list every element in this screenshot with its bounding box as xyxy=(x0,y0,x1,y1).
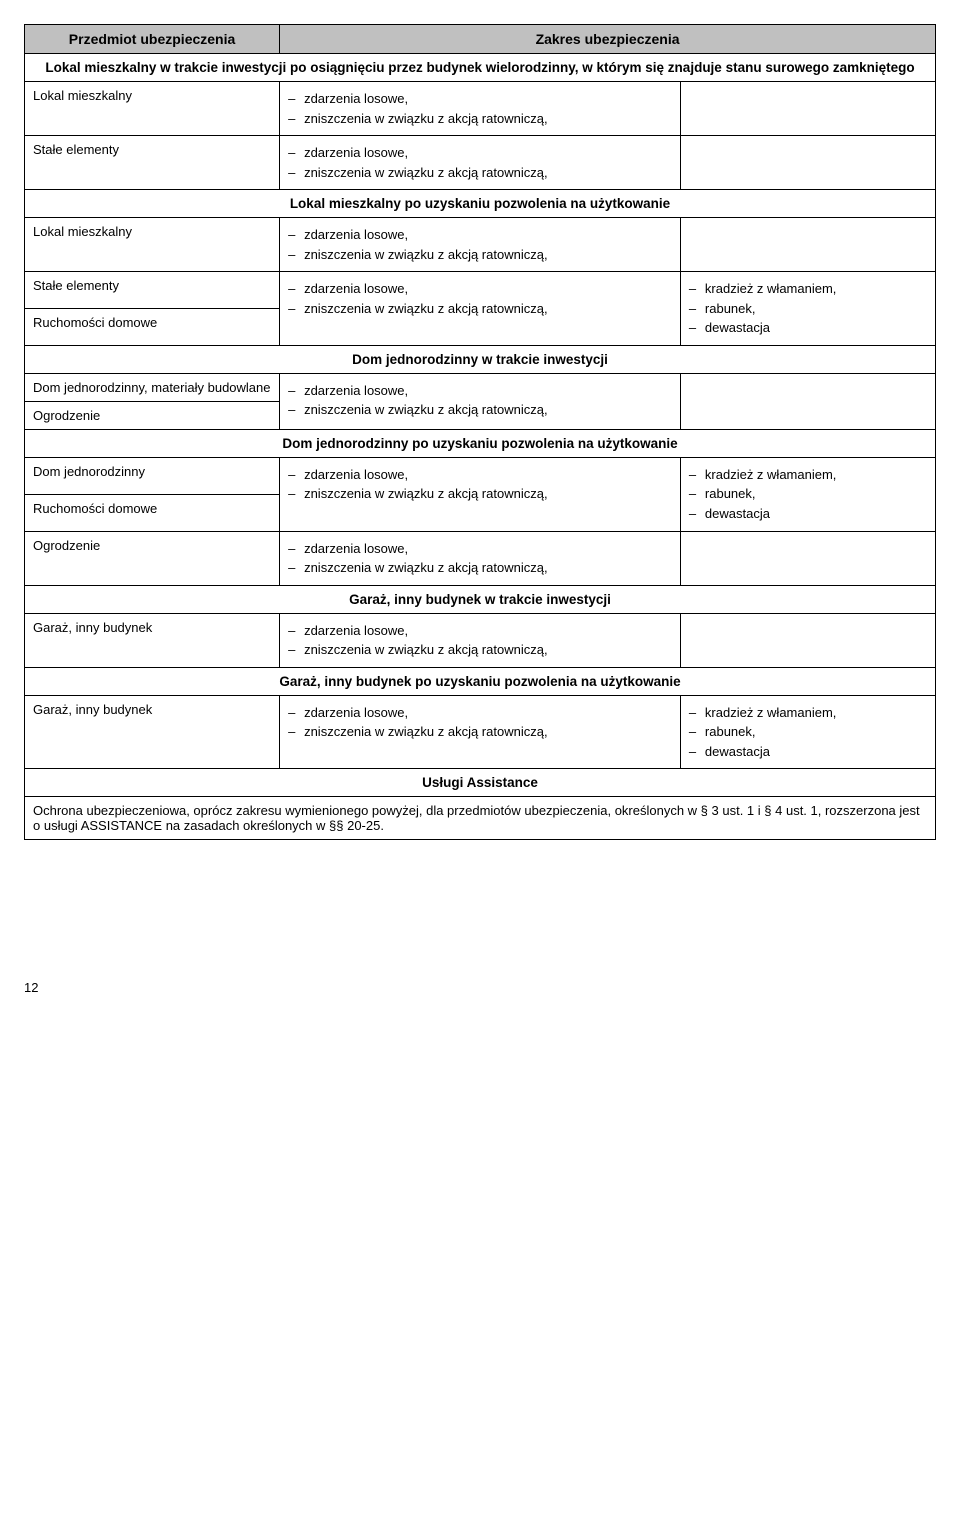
section-4: Dom jednorodzinny po uzyskaniu pozwoleni… xyxy=(25,429,936,457)
bullet: zniszczenia w związku z akcją ratowniczą… xyxy=(288,723,672,741)
extra-cell xyxy=(680,613,935,667)
bullet: dewastacja xyxy=(689,505,927,523)
section-6: Garaż, inny budynek po uzyskaniu pozwole… xyxy=(25,667,936,695)
extra-cell: kradzież z włamaniem, rabunek, dewastacj… xyxy=(680,272,935,346)
insurance-table: Przedmiot ubezpieczenia Zakres ubezpiecz… xyxy=(24,24,936,840)
extra-cell: kradzież z włamaniem, rabunek, dewastacj… xyxy=(680,457,935,531)
subject-garaz: Garaż, inny budynek xyxy=(25,613,280,667)
bullet: rabunek, xyxy=(689,300,927,318)
scope-cell: zdarzenia losowe, zniszczenia w związku … xyxy=(280,457,681,531)
scope-cell: zdarzenia losowe, zniszczenia w związku … xyxy=(280,373,681,429)
subject-stale: Stałe elementy xyxy=(25,136,280,190)
subject-ruchom: Ruchomości domowe xyxy=(25,309,280,346)
scope-cell: zdarzenia losowe, zniszczenia w związku … xyxy=(280,531,681,585)
subject-ogrodzenie: Ogrodzenie xyxy=(25,531,280,585)
subject-lokal: Lokal mieszkalny xyxy=(25,82,280,136)
subject-lokal: Lokal mieszkalny xyxy=(25,218,280,272)
bullet: dewastacja xyxy=(689,319,927,337)
extra-cell xyxy=(680,218,935,272)
subject-dom: Dom jednorodzinny xyxy=(25,457,280,494)
bullet: zdarzenia losowe, xyxy=(288,704,672,722)
extra-cell xyxy=(680,136,935,190)
page-number: 12 xyxy=(24,980,936,995)
bullet: zniszczenia w związku z akcją ratowniczą… xyxy=(288,641,672,659)
bullet: kradzież z włamaniem, xyxy=(689,466,927,484)
section-1: Lokal mieszkalny w trakcie inwestycji po… xyxy=(25,54,936,82)
bullet: zdarzenia losowe, xyxy=(288,382,672,400)
bullet: zdarzenia losowe, xyxy=(288,226,672,244)
extra-cell xyxy=(680,373,935,429)
footer-text: Ochrona ubezpieczeniowa, oprócz zakresu … xyxy=(25,797,936,840)
section-2: Lokal mieszkalny po uzyskaniu pozwolenia… xyxy=(25,190,936,218)
bullet: zniszczenia w związku z akcją ratowniczą… xyxy=(288,246,672,264)
scope-cell: zdarzenia losowe, zniszczenia w związku … xyxy=(280,82,681,136)
section-5: Garaż, inny budynek w trakcie inwestycji xyxy=(25,585,936,613)
bullet: kradzież z włamaniem, xyxy=(689,704,927,722)
bullet: zniszczenia w związku z akcją ratowniczą… xyxy=(288,485,672,503)
bullet: rabunek, xyxy=(689,723,927,741)
extra-cell: kradzież z włamaniem, rabunek, dewastacj… xyxy=(680,695,935,769)
bullet: zdarzenia losowe, xyxy=(288,280,672,298)
subject-stale: Stałe elementy xyxy=(25,272,280,309)
subject-ogrodzenie: Ogrodzenie xyxy=(25,401,280,429)
bullet: dewastacja xyxy=(689,743,927,761)
subject-ruchom: Ruchomości domowe xyxy=(25,494,280,531)
bullet: rabunek, xyxy=(689,485,927,503)
bullet: zniszczenia w związku z akcją ratowniczą… xyxy=(288,559,672,577)
bullet: zniszczenia w związku z akcją ratowniczą… xyxy=(288,164,672,182)
bullet: zniszczenia w związku z akcją ratowniczą… xyxy=(288,110,672,128)
scope-cell: zdarzenia losowe, zniszczenia w związku … xyxy=(280,613,681,667)
bullet: zniszczenia w związku z akcją ratowniczą… xyxy=(288,300,672,318)
bullet: kradzież z włamaniem, xyxy=(689,280,927,298)
bullet: zdarzenia losowe, xyxy=(288,622,672,640)
subject-garaz: Garaż, inny budynek xyxy=(25,695,280,769)
extra-cell xyxy=(680,531,935,585)
bullet: zdarzenia losowe, xyxy=(288,90,672,108)
scope-cell: zdarzenia losowe, zniszczenia w związku … xyxy=(280,136,681,190)
bullet: zdarzenia losowe, xyxy=(288,466,672,484)
scope-cell: zdarzenia losowe, zniszczenia w związku … xyxy=(280,218,681,272)
bullet: zniszczenia w związku z akcją ratowniczą… xyxy=(288,401,672,419)
bullet: zdarzenia losowe, xyxy=(288,144,672,162)
header-col1: Przedmiot ubezpieczenia xyxy=(25,25,280,54)
extra-cell xyxy=(680,82,935,136)
section-3: Dom jednorodzinny w trakcie inwestycji xyxy=(25,345,936,373)
section-7: Usługi Assistance xyxy=(25,769,936,797)
scope-cell: zdarzenia losowe, zniszczenia w związku … xyxy=(280,272,681,346)
bullet: zdarzenia losowe, xyxy=(288,540,672,558)
scope-cell: zdarzenia losowe, zniszczenia w związku … xyxy=(280,695,681,769)
header-col2: Zakres ubezpieczenia xyxy=(280,25,936,54)
subject-dom-mat: Dom jednorodzinny, materiały budowlane xyxy=(25,373,280,401)
